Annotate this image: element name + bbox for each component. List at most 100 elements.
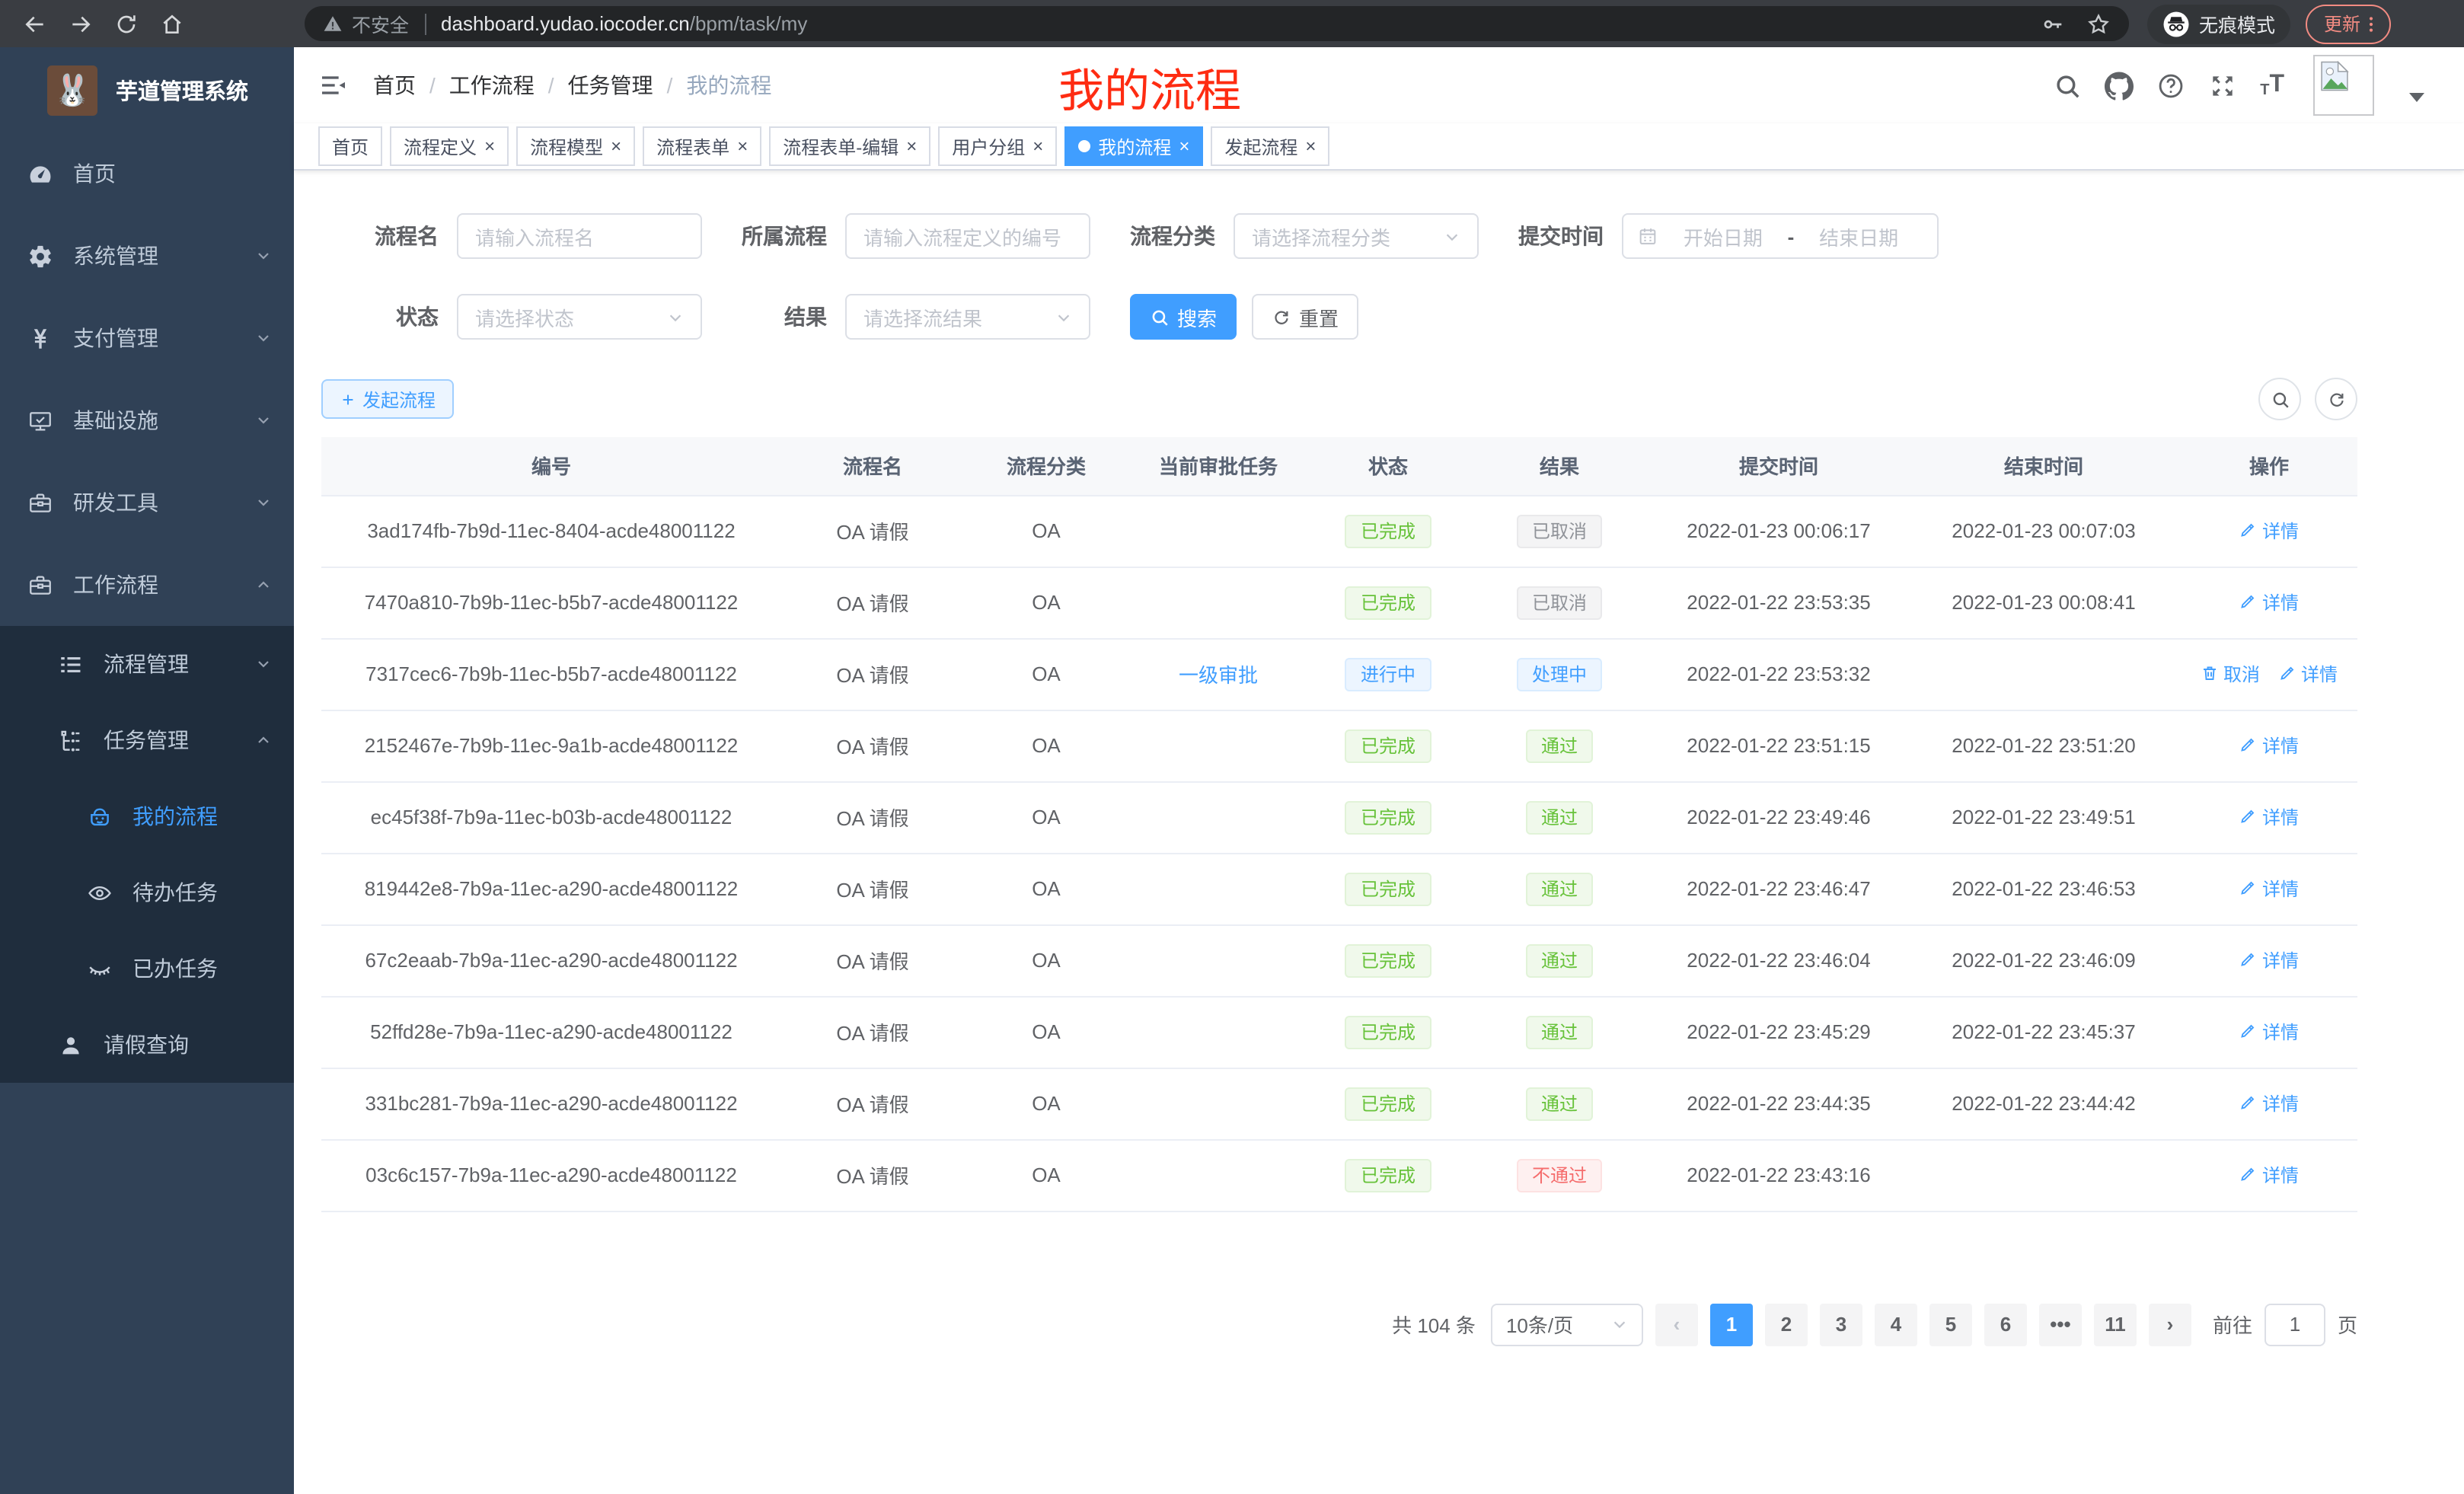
- app-logo-row[interactable]: 🐰 芋道管理系统: [0, 47, 294, 132]
- sidebar-item-流程管理[interactable]: 流程管理: [0, 626, 294, 702]
- flow-icon: [58, 727, 84, 753]
- parent-process-input[interactable]: 请输入流程定义的编号: [845, 213, 1090, 259]
- incognito-badge: 无痕模式: [2147, 4, 2291, 43]
- sidebar-item-首页[interactable]: 首页: [0, 132, 294, 215]
- detail-action-link[interactable]: 详情: [2239, 518, 2299, 544]
- search-button[interactable]: 搜索: [1130, 294, 1237, 340]
- close-tab-icon[interactable]: ×: [906, 136, 918, 157]
- current-task-link[interactable]: 一级审批: [1128, 638, 1308, 710]
- sidebar-item-任务管理[interactable]: 任务管理: [0, 702, 294, 778]
- bookmark-star-icon[interactable]: [2086, 11, 2111, 36]
- table-row: ec45f38f-7b9a-11ec-b03b-acde48001122 OA 请…: [321, 781, 2357, 854]
- close-tab-icon[interactable]: ×: [1179, 136, 1190, 157]
- browser-forward-button[interactable]: [58, 1, 104, 46]
- breadcrumb-task-mgmt[interactable]: 任务管理: [567, 73, 653, 97]
- close-tab-icon[interactable]: ×: [484, 136, 496, 157]
- browser-reload-button[interactable]: [104, 1, 149, 46]
- prev-page-button[interactable]: ‹: [1655, 1303, 1698, 1346]
- page-button-6[interactable]: 6: [1984, 1303, 2027, 1346]
- column-header-状态: 状态: [1308, 437, 1468, 496]
- security-label[interactable]: 不安全: [352, 15, 410, 37]
- create-process-button[interactable]: 发起流程: [321, 379, 455, 419]
- detail-action-link[interactable]: 详情: [2278, 661, 2338, 687]
- breadcrumb-workflow[interactable]: 工作流程: [448, 73, 535, 97]
- page-button-1[interactable]: 1: [1709, 1303, 1753, 1346]
- detail-action-link[interactable]: 详情: [2239, 1090, 2299, 1116]
- avatar-caret-icon[interactable]: [2409, 93, 2424, 102]
- browser-back-button[interactable]: [12, 1, 58, 46]
- detail-action-link[interactable]: 详情: [2239, 947, 2299, 973]
- search-icon[interactable]: [2053, 71, 2082, 100]
- cell-result: 已取消: [1468, 567, 1651, 639]
- sidebar-item-基础设施[interactable]: 基础设施: [0, 379, 294, 461]
- kebab-menu-icon[interactable]: [2360, 13, 2382, 34]
- sidebar-item-支付管理[interactable]: 支付管理: [0, 297, 294, 379]
- sidebar-item-系统管理[interactable]: 系统管理: [0, 215, 294, 297]
- sidebar-item-研发工具[interactable]: 研发工具: [0, 461, 294, 544]
- tab-首页[interactable]: 首页: [318, 126, 383, 166]
- status-select[interactable]: 请选择状态: [457, 294, 702, 340]
- address-bar[interactable]: 不安全 dashboard.yudao.iocoder.cn /bpm/task…: [305, 6, 2129, 41]
- sidebar-item-我的流程[interactable]: 我的流程: [0, 778, 294, 854]
- browser-update-button[interactable]: 更新: [2306, 4, 2392, 43]
- show-search-button[interactable]: [2258, 378, 2301, 420]
- page-list: 1 2 3 4 5 6 ••• 11: [1709, 1303, 2137, 1346]
- menu-item-label: 待办任务: [132, 880, 218, 905]
- cancel-action-link[interactable]: 取消: [2201, 661, 2260, 687]
- fullscreen-icon[interactable]: [2208, 71, 2237, 100]
- tab-流程表单-编辑[interactable]: 流程表单-编辑 ×: [769, 126, 931, 166]
- page-button-4[interactable]: 4: [1874, 1303, 1917, 1346]
- result-select[interactable]: 请选择流结果: [845, 294, 1090, 340]
- breadcrumb-home[interactable]: 首页: [373, 73, 416, 97]
- cell-current-task: [1128, 853, 1308, 925]
- tab-流程定义[interactable]: 流程定义 ×: [390, 126, 509, 166]
- tab-流程表单[interactable]: 流程表单 ×: [643, 126, 762, 166]
- tab-用户分组[interactable]: 用户分组 ×: [938, 126, 1058, 166]
- tab-发起流程[interactable]: 发起流程 ×: [1211, 126, 1330, 166]
- next-page-button[interactable]: ›: [2148, 1303, 2191, 1346]
- reset-button-label: 重置: [1299, 307, 1339, 330]
- page-button-2[interactable]: 2: [1764, 1303, 1808, 1346]
- goto-page-input[interactable]: [2264, 1303, 2325, 1346]
- total-count-label: 共 104 条: [1392, 1314, 1476, 1337]
- close-tab-icon[interactable]: ×: [611, 136, 622, 157]
- tab-label: 流程模型: [530, 136, 604, 158]
- sidebar-item-待办任务[interactable]: 待办任务: [0, 854, 294, 931]
- tab-我的流程[interactable]: 我的流程 ×: [1064, 126, 1204, 166]
- tab-label: 流程表单-编辑: [783, 136, 899, 158]
- tab-流程模型[interactable]: 流程模型 ×: [516, 126, 636, 166]
- page-button-11[interactable]: 11: [2093, 1303, 2137, 1346]
- detail-action-link[interactable]: 详情: [2239, 876, 2299, 902]
- collapse-sidebar-icon[interactable]: [318, 70, 349, 101]
- process-name-input[interactable]: 请输入流程名: [457, 213, 702, 259]
- detail-action-link[interactable]: 详情: [2239, 1162, 2299, 1188]
- detail-action-link[interactable]: 详情: [2239, 804, 2299, 830]
- detail-action-link[interactable]: 详情: [2239, 1019, 2299, 1045]
- password-key-icon[interactable]: [2041, 11, 2065, 36]
- sidebar-item-请假查询[interactable]: 请假查询: [0, 1007, 294, 1083]
- github-icon[interactable]: [2105, 71, 2134, 100]
- close-tab-icon[interactable]: ×: [737, 136, 748, 157]
- detail-action-link[interactable]: 详情: [2239, 589, 2299, 615]
- category-select[interactable]: 请选择流程分类: [1234, 213, 1479, 259]
- cell-category: OA: [964, 710, 1128, 782]
- avatar[interactable]: [2313, 55, 2374, 116]
- page-button-3[interactable]: 3: [1819, 1303, 1862, 1346]
- reset-button[interactable]: 重置: [1252, 294, 1359, 340]
- refresh-table-button[interactable]: [2315, 378, 2357, 420]
- date-range-picker[interactable]: 开始日期 - 结束日期: [1622, 213, 1939, 259]
- column-header-流程名: 流程名: [781, 437, 964, 496]
- cell-end-time: [1907, 638, 2181, 710]
- user-icon: [58, 1032, 84, 1058]
- page-size-select[interactable]: 10条/页: [1490, 1303, 1643, 1346]
- sidebar-item-已办任务[interactable]: 已办任务: [0, 931, 294, 1007]
- page-button-5[interactable]: 5: [1929, 1303, 1972, 1346]
- close-tab-icon[interactable]: ×: [1305, 136, 1317, 157]
- close-tab-icon[interactable]: ×: [1033, 136, 1044, 157]
- help-icon[interactable]: [2156, 71, 2185, 100]
- browser-home-button[interactable]: [149, 1, 195, 46]
- page-ellipsis[interactable]: •••: [2038, 1303, 2082, 1346]
- sidebar-item-工作流程[interactable]: 工作流程: [0, 544, 294, 626]
- detail-action-link[interactable]: 详情: [2239, 733, 2299, 758]
